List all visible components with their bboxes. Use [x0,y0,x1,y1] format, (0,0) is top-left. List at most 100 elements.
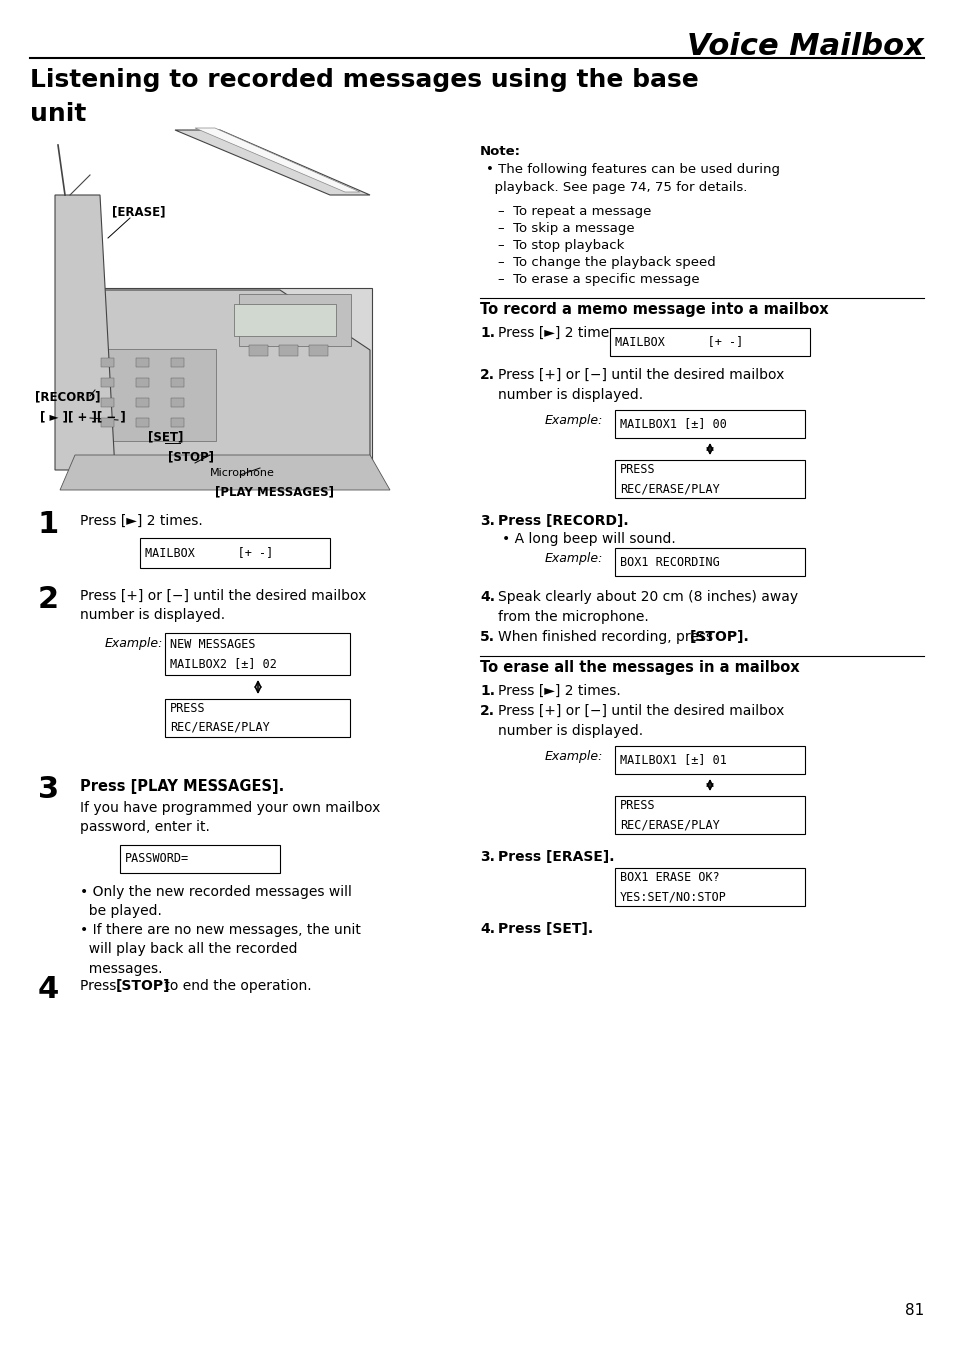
Text: PRESS
REC/ERASE/PLAY: PRESS REC/ERASE/PLAY [170,702,270,735]
FancyBboxPatch shape [136,357,150,367]
Text: Press [+] or [−] until the desired mailbox
number is displayed.: Press [+] or [−] until the desired mailb… [80,589,366,623]
Text: Note:: Note: [479,146,520,158]
Text: PRESS
REC/ERASE/PLAY: PRESS REC/ERASE/PLAY [619,799,719,830]
Text: –  To erase a specific message: – To erase a specific message [497,274,699,286]
FancyBboxPatch shape [172,377,184,387]
Text: Press [+] or [−] until the desired mailbox
number is displayed.: Press [+] or [−] until the desired mailb… [497,368,783,402]
Text: 4: 4 [38,975,59,1004]
FancyBboxPatch shape [165,700,350,737]
Text: Press [+] or [−] until the desired mailbox
number is displayed.: Press [+] or [−] until the desired mailb… [497,704,783,737]
Text: Speak clearly about 20 cm (8 inches) away
from the microphone.: Speak clearly about 20 cm (8 inches) awa… [497,590,798,624]
Text: Example:: Example: [544,551,602,565]
Text: 2: 2 [38,585,59,613]
Text: 2.: 2. [479,704,495,718]
Text: BOX1 ERASE OK?
YES:SET/NO:STOP: BOX1 ERASE OK? YES:SET/NO:STOP [619,871,726,903]
Text: 81: 81 [903,1304,923,1318]
FancyBboxPatch shape [101,398,114,407]
Text: to end the operation.: to end the operation. [160,979,312,993]
Text: 3: 3 [38,775,59,803]
FancyBboxPatch shape [136,377,150,387]
Text: 1.: 1. [479,683,495,698]
Text: Press: Press [80,979,121,993]
Text: • Only the new recorded messages will
  be played.: • Only the new recorded messages will be… [80,886,352,918]
Text: If you have programmed your own mailbox
password, enter it.: If you have programmed your own mailbox … [80,801,380,834]
Text: MAILBOX      [+ -]: MAILBOX [+ -] [615,336,742,349]
Text: –  To repeat a message: – To repeat a message [497,205,651,218]
Polygon shape [75,290,370,460]
Polygon shape [60,456,390,491]
Text: Press [►] 2 times.: Press [►] 2 times. [497,326,620,340]
FancyBboxPatch shape [615,549,804,576]
FancyBboxPatch shape [172,398,184,407]
Text: 1: 1 [38,510,59,539]
Text: [PLAY MESSAGES]: [PLAY MESSAGES] [214,485,334,497]
Text: PASSWORD=: PASSWORD= [125,852,189,865]
Text: 5.: 5. [479,630,495,644]
Text: [RECORD]: [RECORD] [35,390,100,403]
FancyBboxPatch shape [94,349,215,441]
FancyBboxPatch shape [140,538,330,568]
FancyBboxPatch shape [615,745,804,774]
Text: Press [SET].: Press [SET]. [497,922,593,936]
FancyBboxPatch shape [165,634,350,675]
Text: unit: unit [30,102,87,125]
FancyBboxPatch shape [233,305,335,336]
Polygon shape [174,129,370,195]
Text: [ERASE]: [ERASE] [112,205,165,218]
FancyBboxPatch shape [615,797,804,834]
Polygon shape [55,195,115,470]
Text: [STOP]: [STOP] [168,450,213,462]
Text: [SET]: [SET] [148,430,183,443]
Text: To erase all the messages in a mailbox: To erase all the messages in a mailbox [479,661,799,675]
FancyBboxPatch shape [101,357,114,367]
FancyBboxPatch shape [309,345,328,356]
Text: MAILBOX      [+ -]: MAILBOX [+ -] [145,546,273,559]
Text: To record a memo message into a mailbox: To record a memo message into a mailbox [479,302,828,317]
Text: MAILBOX1 [±] 00: MAILBOX1 [±] 00 [619,418,726,430]
Text: Press [PLAY MESSAGES].: Press [PLAY MESSAGES]. [80,779,284,794]
FancyBboxPatch shape [615,460,804,497]
Text: –  To skip a message: – To skip a message [497,222,634,235]
Text: [STOP].: [STOP]. [689,630,749,644]
Text: BOX1 RECORDING: BOX1 RECORDING [619,555,719,569]
Text: Listening to recorded messages using the base: Listening to recorded messages using the… [30,67,698,92]
Text: NEW MESSAGES
MAILBOX2 [±] 02: NEW MESSAGES MAILBOX2 [±] 02 [170,638,276,670]
FancyBboxPatch shape [239,294,351,346]
Text: Press [►] 2 times.: Press [►] 2 times. [497,683,620,698]
Text: Voice Mailbox: Voice Mailbox [686,32,923,61]
Text: –  To stop playback: – To stop playback [497,239,623,252]
FancyBboxPatch shape [136,398,150,407]
Text: PRESS
REC/ERASE/PLAY: PRESS REC/ERASE/PLAY [619,462,719,495]
Text: Example:: Example: [544,414,602,427]
FancyBboxPatch shape [136,418,150,426]
Text: Example:: Example: [105,638,163,650]
Text: 4.: 4. [479,922,495,936]
FancyBboxPatch shape [172,418,184,426]
FancyBboxPatch shape [609,328,809,356]
Text: MAILBOX1 [±] 01: MAILBOX1 [±] 01 [619,754,726,767]
FancyBboxPatch shape [73,288,372,462]
Text: [ ► ][ + ][ − ]: [ ► ][ + ][ − ] [40,410,126,423]
FancyBboxPatch shape [615,868,804,906]
Text: • If there are no new messages, the unit
  will play back all the recorded
  mes: • If there are no new messages, the unit… [80,923,360,976]
FancyBboxPatch shape [250,345,268,356]
Text: 3.: 3. [479,851,495,864]
Text: 3.: 3. [479,514,495,528]
Text: Microphone: Microphone [210,468,274,479]
Text: • A long beep will sound.: • A long beep will sound. [501,532,675,546]
FancyBboxPatch shape [615,410,804,438]
Text: –  To change the playback speed: – To change the playback speed [497,256,715,270]
Text: Press [ERASE].: Press [ERASE]. [497,851,614,864]
FancyBboxPatch shape [101,377,114,387]
FancyBboxPatch shape [172,357,184,367]
Text: Example:: Example: [544,749,602,763]
Text: Press [RECORD].: Press [RECORD]. [497,514,628,528]
FancyBboxPatch shape [279,345,298,356]
Polygon shape [194,128,359,191]
Text: Press [►] 2 times.: Press [►] 2 times. [80,514,203,528]
Text: 1.: 1. [479,326,495,340]
Text: 4.: 4. [479,590,495,604]
Text: [STOP]: [STOP] [116,979,171,993]
FancyBboxPatch shape [101,418,114,426]
FancyBboxPatch shape [120,845,280,874]
